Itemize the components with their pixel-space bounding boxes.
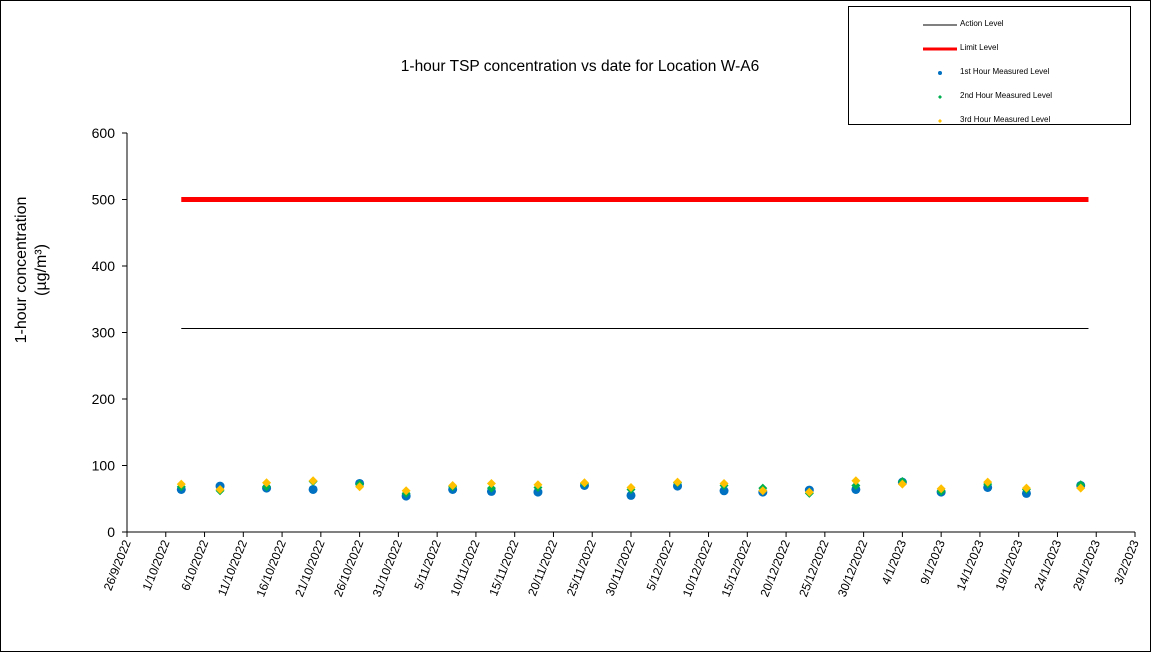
data-point-series-3 (626, 482, 636, 492)
x-tick-label: 4/1/2023 (879, 538, 910, 587)
x-tick-label: 19/1/2023 (992, 538, 1025, 593)
data-point-series-3 (983, 477, 993, 487)
y-tick-label: 200 (92, 391, 116, 407)
legend-item-limit-level: Limit Level (849, 39, 1130, 59)
x-tick-label: 25/11/2022 (564, 538, 599, 598)
chart-legend: Action Level Limit Level 1st Hour Measur… (848, 6, 1131, 125)
legend-label-1st-hour: 1st Hour Measured Level (960, 67, 1050, 76)
data-point-series-3 (533, 480, 543, 490)
y-tick-label: 300 (92, 325, 116, 341)
legend-item-action-level: Action Level (849, 15, 1130, 35)
legend-symbol-2nd-hour (938, 95, 942, 99)
data-point-series-3 (897, 479, 907, 489)
data-point-series-3 (1021, 483, 1031, 493)
x-tick-label: 24/1/2023 (1031, 538, 1064, 593)
legend-label-3rd-hour: 3rd Hour Measured Level (960, 115, 1051, 124)
data-point-series-3 (804, 487, 814, 497)
legend-item-2nd-hour: 2nd Hour Measured Level (849, 87, 1130, 107)
x-tick-label: 20/11/2022 (525, 538, 560, 598)
data-point-series-1 (719, 486, 729, 496)
x-tick-label: 25/12/2022 (796, 538, 832, 599)
legend-label-action-level: Action Level (960, 19, 1004, 28)
x-tick-label: 5/11/2022 (411, 538, 444, 592)
data-point-series-2 (486, 483, 496, 493)
legend-item-3rd-hour: 3rd Hour Measured Level (849, 111, 1130, 131)
x-tick-label: 20/12/2022 (757, 538, 793, 599)
data-point-series-2 (851, 480, 861, 490)
legend-symbol-1st-hour (938, 71, 942, 75)
y-tick-label: 0 (107, 524, 115, 540)
x-tick-label: 15/11/2022 (486, 538, 521, 598)
data-point-series-3 (673, 477, 683, 487)
x-tick-label: 26/9/2022 (101, 538, 134, 593)
legend-label-limit-level: Limit Level (960, 43, 999, 52)
x-tick-label: 30/12/2022 (835, 538, 871, 599)
y-tick-label: 400 (92, 258, 116, 274)
data-point-series-1 (308, 484, 318, 494)
data-point-series-3 (579, 478, 589, 488)
x-tick-label: 10/11/2022 (448, 538, 483, 598)
legend-symbol-action-level (923, 24, 957, 26)
data-point-series-3 (308, 476, 318, 486)
x-tick-label: 26/10/2022 (331, 538, 367, 599)
data-point-series-3 (401, 486, 411, 496)
data-point-series-3 (851, 476, 861, 486)
chart-title: 1-hour TSP concentration vs date for Loc… (400, 58, 760, 75)
data-point-series-3 (355, 482, 365, 492)
legend-symbol-3rd-hour (938, 119, 942, 123)
x-tick-label: 16/10/2022 (253, 538, 289, 599)
x-tick-label: 10/12/2022 (680, 538, 716, 599)
x-tick-label: 21/10/2022 (292, 538, 328, 599)
x-tick-label: 14/1/2023 (954, 538, 987, 593)
data-point-series-3 (262, 478, 272, 488)
legend-symbol-limit-level (923, 47, 957, 51)
data-point-series-1 (626, 490, 636, 500)
y-tick-label: 500 (92, 192, 116, 208)
x-tick-label: 30/11/2022 (603, 538, 638, 598)
x-tick-label: 15/12/2022 (719, 538, 755, 599)
x-tick-label: 6/10/2022 (178, 538, 211, 593)
data-point-series-3 (486, 478, 496, 488)
x-tick-label: 3/2/2023 (1111, 538, 1142, 587)
x-tick-label: 31/10/2022 (370, 538, 406, 599)
x-tick-label: 9/1/2023 (917, 538, 948, 587)
data-point-series-3 (719, 478, 729, 488)
data-point-series-3 (936, 484, 946, 494)
legend-label-2nd-hour: 2nd Hour Measured Level (960, 91, 1053, 100)
data-point-series-3 (448, 480, 458, 490)
x-tick-label: 29/1/2023 (1070, 538, 1103, 593)
data-point-series-1 (533, 487, 543, 497)
data-point-series-3 (215, 484, 225, 494)
x-tick-label: 11/10/2022 (215, 538, 250, 598)
x-tick-label: 1/10/2022 (140, 538, 173, 593)
y-tick-label: 100 (92, 458, 116, 474)
data-point-series-3 (758, 486, 768, 496)
data-point-series-3 (176, 479, 186, 489)
data-point-series-3 (1076, 483, 1086, 493)
legend-item-1st-hour: 1st Hour Measured Level (849, 63, 1130, 83)
x-tick-label: 5/12/2022 (644, 538, 677, 593)
y-tick-label: 600 (92, 125, 116, 141)
